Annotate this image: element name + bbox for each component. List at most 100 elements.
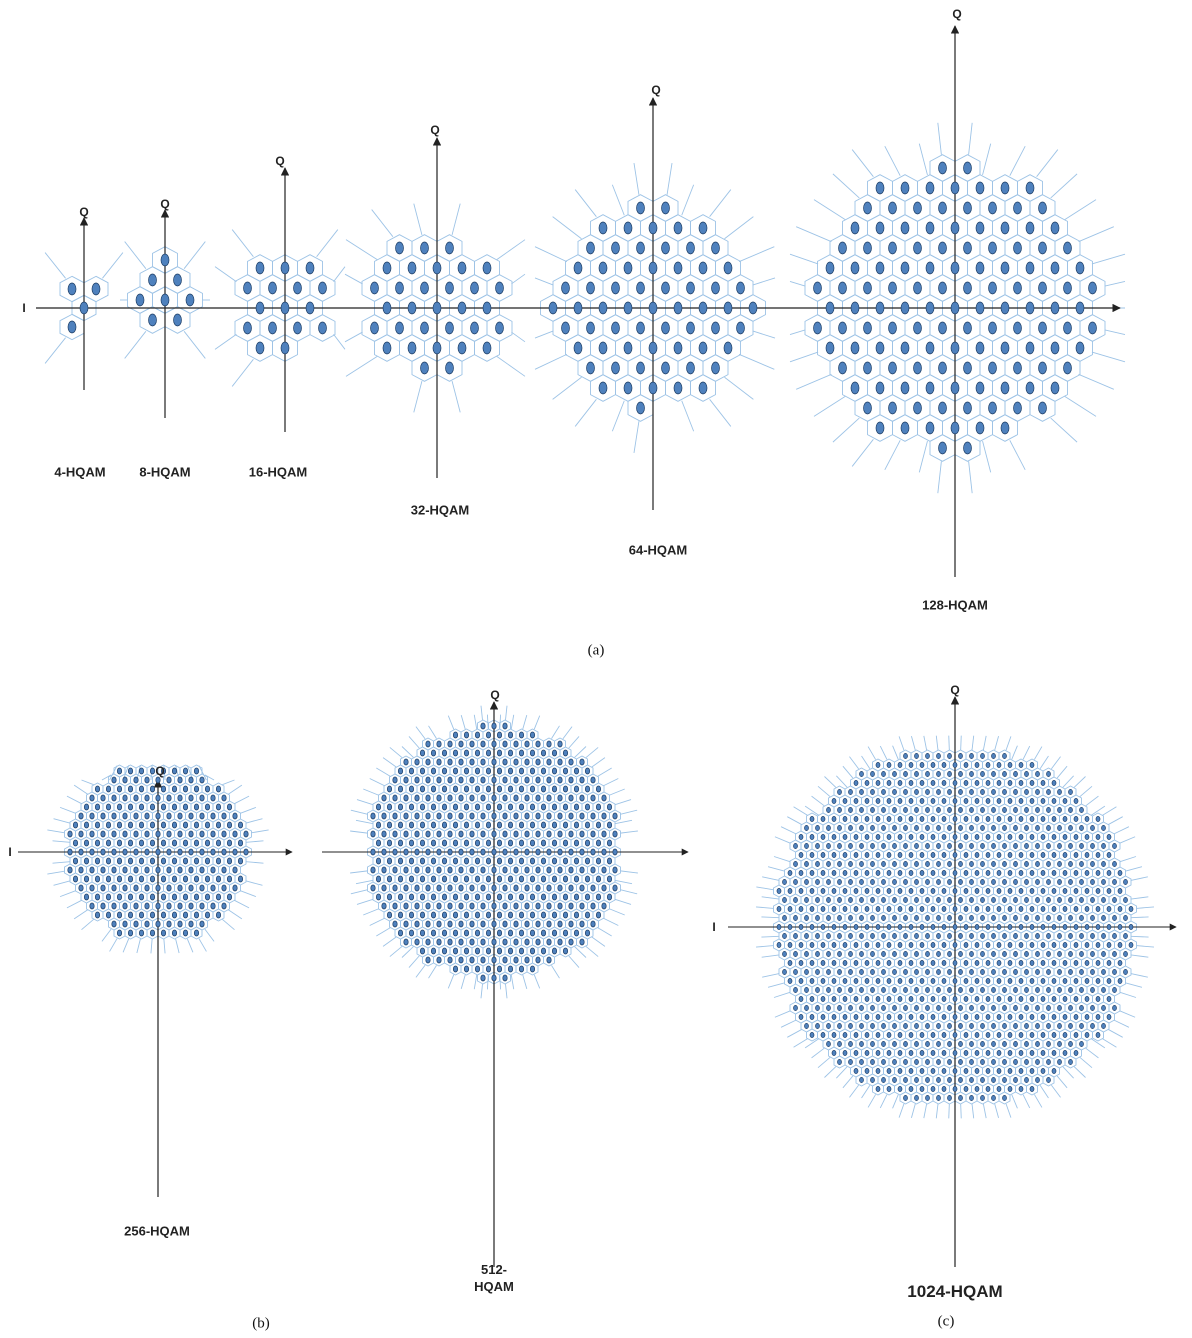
constellation-point — [838, 241, 847, 255]
constellation-point — [914, 987, 919, 993]
constellation-point — [963, 888, 969, 894]
constellation-point — [485, 821, 492, 829]
decision-cell — [400, 755, 412, 769]
constellation-point — [403, 866, 409, 874]
constellation-point — [1106, 942, 1112, 948]
constellation-point — [474, 875, 481, 883]
constellation-point — [436, 830, 442, 838]
constellation-point — [969, 1059, 974, 1065]
constellation-point — [149, 821, 156, 829]
constellation-point — [210, 812, 216, 820]
decision-cell — [1029, 394, 1056, 422]
constellation-point — [1073, 1014, 1079, 1020]
boundary-ray — [923, 735, 928, 751]
constellation-point — [1035, 1005, 1040, 1011]
constellation-point — [215, 839, 222, 847]
constellation-point — [535, 776, 541, 784]
constellation-point — [1025, 181, 1035, 195]
constellation-point — [463, 857, 470, 865]
constellation-point — [636, 401, 645, 415]
constellation-point — [182, 767, 189, 775]
constellation-point — [809, 1032, 815, 1038]
constellation-point — [403, 830, 409, 838]
constellation-point — [892, 843, 897, 849]
constellation-point — [1051, 1050, 1057, 1056]
constellation-point — [1068, 897, 1073, 903]
constellation-point — [375, 821, 382, 829]
boundary-ray — [568, 736, 580, 749]
constellation-point — [793, 861, 798, 867]
constellation-point — [430, 893, 437, 901]
constellation-point — [397, 767, 404, 775]
constellation-point — [1079, 915, 1084, 921]
constellation-point — [963, 1050, 969, 1056]
constellation-point — [958, 897, 963, 903]
constellation-point — [221, 794, 227, 802]
boundary-ray — [574, 746, 587, 758]
constellation-point — [111, 902, 117, 910]
constellation-point — [969, 951, 974, 957]
constellation-point — [193, 893, 200, 901]
constellation-point — [535, 938, 541, 946]
boundary-ray — [122, 938, 130, 953]
decision-cell — [422, 737, 434, 751]
constellation-point — [529, 857, 536, 865]
constellation-point — [111, 830, 117, 838]
constellation-point — [155, 920, 161, 928]
constellation-point — [419, 893, 426, 901]
constellation-point — [1013, 825, 1018, 831]
constellation-point — [496, 893, 503, 901]
constellation-point — [403, 902, 409, 910]
constellation-point — [232, 848, 238, 856]
constellation-point — [996, 762, 1002, 768]
boundary-ray — [198, 765, 207, 781]
constellation-point — [919, 924, 925, 930]
constellation-point — [1062, 978, 1068, 984]
constellation-point — [1101, 987, 1106, 993]
constellation-point — [1002, 879, 1007, 885]
constellation-point — [831, 1014, 837, 1020]
constellation-point — [897, 1014, 903, 1020]
constellation-point — [831, 960, 837, 966]
constellation-point — [782, 933, 787, 939]
boundary-ray — [611, 184, 625, 216]
boundary-ray — [1085, 795, 1099, 807]
constellation-point — [1007, 1014, 1013, 1020]
constellation-point — [782, 951, 787, 957]
boundary-ray — [585, 945, 599, 957]
constellation-point — [1035, 915, 1040, 921]
constellation-point — [903, 915, 908, 921]
constellation-point — [403, 938, 409, 946]
constellation-point — [963, 1068, 969, 1074]
constellation-point — [888, 201, 897, 215]
constellation-point — [859, 807, 864, 813]
constellation-point — [237, 857, 244, 865]
constellation-point — [72, 857, 79, 865]
constellation-point — [1106, 996, 1112, 1002]
constellation-point — [540, 767, 547, 775]
constellation-point — [826, 951, 831, 957]
constellation-point — [1035, 1023, 1040, 1029]
decision-cell — [609, 863, 621, 877]
constellation-point — [804, 951, 809, 957]
constellation-point — [947, 879, 952, 885]
constellation-point — [318, 321, 327, 335]
constellation-point — [958, 843, 963, 849]
constellation-point — [925, 261, 935, 275]
constellation-point — [420, 281, 429, 295]
constellation-point — [991, 1023, 996, 1029]
constellation-point — [445, 241, 454, 255]
constellation-point — [562, 749, 569, 757]
constellation-point — [938, 441, 947, 455]
boundary-ray — [505, 983, 508, 999]
constellation-point — [116, 767, 123, 775]
constellation-point — [111, 776, 117, 784]
constellation-point — [892, 1059, 897, 1065]
constellation-point — [1040, 960, 1046, 966]
constellation-point — [1024, 1005, 1029, 1011]
constellation-point — [381, 812, 387, 820]
constellation-point — [870, 1059, 875, 1065]
constellation-point — [160, 857, 167, 865]
constellation-point — [985, 1086, 991, 1092]
constellation-point — [127, 821, 134, 829]
